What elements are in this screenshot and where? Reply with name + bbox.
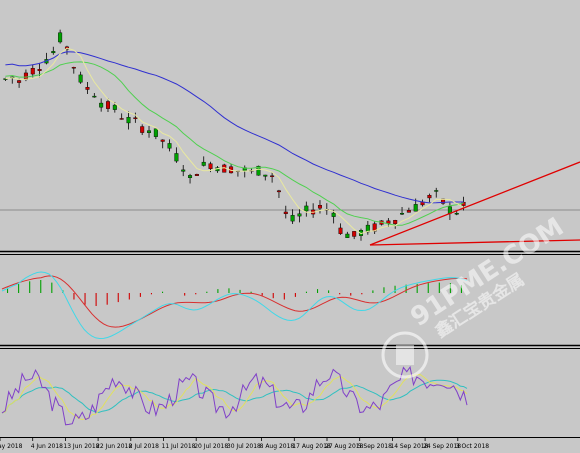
candle-body [386,220,391,224]
time-axis-label: 2 Jul 2018 [129,443,159,450]
candle-body [406,210,411,213]
candle-body [23,72,28,80]
time-axis-label: 4 Jun 2018 [31,443,63,450]
time-axis-label: 30 Jul 2018 [227,443,261,450]
price-panel[interactable] [0,29,580,246]
candle-body [167,143,172,149]
time-axis-label: ay 2018 [0,443,23,450]
stochastic-d-line [1,373,468,421]
candle-body [283,211,288,215]
candle-body [71,67,76,69]
candle-body [434,190,439,192]
candle-body [290,215,295,222]
candle-body [201,161,206,166]
candle-body [256,165,261,176]
time-axis-label: 8 Aug 2018 [260,443,295,450]
time-axis-label: 27 Aug 2018 [325,443,364,450]
moving-average-medium [5,61,464,226]
candle-body [304,205,309,212]
candle-body [174,153,179,162]
candle-body [188,175,193,178]
time-axis-label: 3 Oct 2018 [456,443,489,450]
candle-body [85,87,90,90]
candle-body [181,169,186,172]
candle-body [338,227,343,234]
time-axis-label: 5 Sep 2018 [358,443,392,450]
macd-signal-line [1,275,468,328]
moving-average-slow [5,51,464,204]
candle-body [51,51,56,54]
time-axis-label: 24 Sep 2018 [423,443,461,450]
candle-body [365,224,370,233]
91pme-logo-icon [381,331,429,379]
candle-body [160,139,165,142]
candle-body [140,126,145,133]
candle-body [105,101,110,109]
candle-body [331,212,336,217]
candle-body [352,231,357,237]
candle-body [58,32,63,43]
candle-body [133,117,138,119]
candle-body [92,95,97,98]
candle-body [454,212,459,215]
candle-body [126,117,131,124]
moving-average-fast [5,47,464,235]
candle-body [413,204,418,212]
time-axis-label: 20 Jul 2018 [194,443,228,450]
candle-body [37,69,42,71]
candle-body [208,163,213,169]
candle-body [194,174,199,176]
candle-body [263,174,268,177]
time-axis-label: 17 Aug 2018 [292,443,331,450]
macd-panel[interactable] [1,271,468,340]
trendline-support [369,161,580,246]
stochastic-k-line [1,365,468,426]
macd-main-line [1,271,468,340]
candle-body [17,80,22,83]
candle-body [30,67,35,75]
time-axis-label: 22 Jun 2018 [96,443,132,450]
trendline-channel [369,239,580,246]
time-axis-label: 13 Jun 2018 [63,443,99,450]
candle-body [427,194,432,199]
candle-body [297,213,302,217]
candle-body [345,233,350,238]
time-axis-label: 11 Jul 2018 [162,443,196,450]
candle-body [461,201,466,206]
candle-body [112,104,117,110]
candle-body [78,74,83,83]
candle-body [119,118,124,120]
candle-body [153,128,158,137]
candle-body [276,190,281,193]
candle-body [270,175,275,177]
candle-body [147,130,152,133]
candle-body [99,102,104,108]
candle-body [317,205,322,209]
candle-body [400,212,405,215]
candle-body [393,220,398,224]
stochastic-panel[interactable] [1,365,468,426]
time-axis-label: 14 Sep 2018 [390,443,428,450]
stochastic-mid-line [1,379,468,414]
